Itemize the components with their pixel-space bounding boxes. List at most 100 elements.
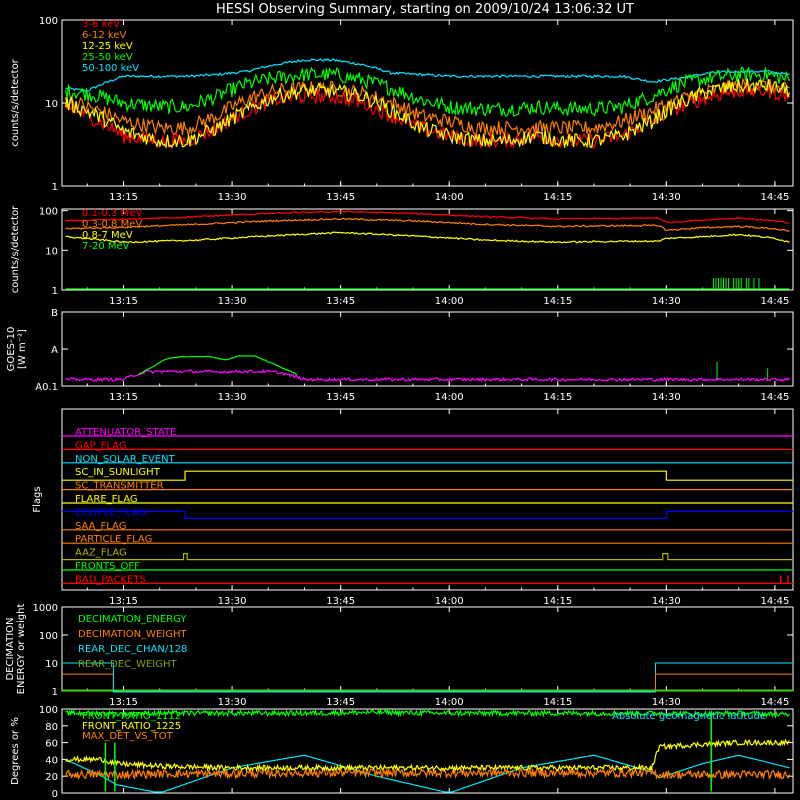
p1-xtick-label: 14:15 xyxy=(543,192,572,203)
p5-xtick-label: 14:30 xyxy=(652,697,681,708)
p4-xtick-label: 13:15 xyxy=(109,596,138,607)
panel-xray-lowenergy: 13:15 13:30 13:45 14:00 14:15 14:30 14:45 1 10 10… xyxy=(10,16,794,203)
p1-xtick-label: 13:15 xyxy=(109,192,138,203)
p4-xtick-label: 14:45 xyxy=(760,596,789,607)
p1-xtick-label: 14:45 xyxy=(760,192,789,203)
p1-ytick-label: 10 xyxy=(45,99,58,110)
p2-ytick-label: 1 xyxy=(52,286,58,297)
p2-frame xyxy=(61,208,794,291)
p2-legend-entry: 0.3-0.8 MeV xyxy=(82,219,142,230)
p4-xtick-label: 13:45 xyxy=(326,596,355,607)
p6-geolat-line xyxy=(65,754,790,793)
p2-xtick-label: 14:00 xyxy=(435,296,464,307)
p3-xtick-label: 13:30 xyxy=(218,392,247,403)
p6-maxdet-line xyxy=(65,766,790,781)
p6-ylabel: Degrees or % xyxy=(10,717,21,785)
flag-line xyxy=(62,510,793,519)
flag-label: AAZ_FLAG xyxy=(75,548,127,559)
p2-legend-entry: 0.1-0.3 MeV xyxy=(82,208,142,219)
flag-label: PARTICLE_FLAG xyxy=(75,534,152,545)
p1-xtick-label: 14:30 xyxy=(652,192,681,203)
p2-xtick-label: 14:30 xyxy=(652,296,681,307)
flag-label: ATTENUATOR_STATE xyxy=(75,427,176,438)
p5-ytick-label: 10 xyxy=(45,659,58,670)
p5-weight-line-2 xyxy=(654,673,793,691)
p4-frame xyxy=(61,408,794,591)
p2-xtick-label: 13:15 xyxy=(109,296,138,307)
p4-xtick-label: 13:30 xyxy=(218,596,247,607)
p6-ytick-label: 0 xyxy=(52,789,58,800)
p1-series-line xyxy=(65,77,790,137)
p4-ylabel: Flags xyxy=(32,486,43,512)
flag-label: SC_IN_SUNLIGHT xyxy=(75,467,161,478)
p2-ytick-label: 100 xyxy=(39,207,58,218)
panel-ratios: 0 20 40 60 80 100 Degrees or % FRONT_RATIO_1112… xyxy=(10,705,794,800)
p2-xtick-label: 14:45 xyxy=(760,296,789,307)
p2-series-line xyxy=(65,217,790,232)
p2-xtick-label: 13:45 xyxy=(326,296,355,307)
p5-xtick-label: 13:30 xyxy=(218,697,247,708)
p1-legend-entry: 50-100 keV xyxy=(82,63,139,74)
p2-ytick-label: 10 xyxy=(45,246,58,257)
p5-ytick-label: 1000 xyxy=(33,603,58,614)
p4-xtick-label: 14:00 xyxy=(435,596,464,607)
p2-ylabel: counts/s/detector xyxy=(10,205,21,293)
p6-ratio1112-line xyxy=(65,708,790,719)
p1-xtick-label: 14:00 xyxy=(435,192,464,203)
p3-xtick-label: 14:30 xyxy=(652,392,681,403)
p5-legend-entry: DECIMATION_WEIGHT xyxy=(78,629,187,640)
p2-xtick-label: 14:15 xyxy=(543,296,572,307)
panel-decimation: 13:15 13:30 13:45 14:00 14:15 14:30 14:45 1 10 10… xyxy=(5,603,794,708)
p2-legend-entry: 7-20 MeV xyxy=(82,241,130,252)
p5-xtick-label: 14:00 xyxy=(435,697,464,708)
flag-label: FRONTS_OFF xyxy=(75,561,140,572)
p1-ylabel: counts/s/detector xyxy=(10,58,21,146)
p5-legend-entry: REAR_DEC_WEIGHT xyxy=(78,659,177,670)
p5-rear-chan-line xyxy=(62,662,793,693)
p6-frame xyxy=(61,708,794,794)
flag-label: GAP_FLAG xyxy=(75,440,127,451)
p6-ytick-label: 60 xyxy=(45,739,58,750)
p1-legend-entry: 3-6 keV xyxy=(82,19,120,30)
p6-ytick-label: 100 xyxy=(39,705,58,716)
p5-ytick-label: 1 xyxy=(52,687,58,698)
p4-xtick-label: 14:30 xyxy=(652,596,681,607)
p5-ylabel-line1: DECIMATION xyxy=(5,617,16,680)
p6-legend-entry: MAX_DET_VS_TOT xyxy=(82,731,174,742)
p3-ylabel-units: [W m⁻²] xyxy=(17,329,28,369)
p1-xtick-label: 13:45 xyxy=(326,192,355,203)
p5-legend-entry: REAR_DEC_CHAN/128 xyxy=(78,644,187,655)
p5-xtick-label: 13:45 xyxy=(326,697,355,708)
p3-xtick-label: 13:15 xyxy=(109,392,138,403)
p2-xtick-label: 13:30 xyxy=(218,296,247,307)
flag-label: FLARE_FLAG xyxy=(75,494,138,505)
p1-series-line xyxy=(65,66,790,117)
p1-ytick-label: 1 xyxy=(52,182,58,193)
p5-ytick-label: 100 xyxy=(39,631,58,642)
p6-legend-entry: FRONT_RATIO_1112 xyxy=(82,711,181,722)
p1-series-line xyxy=(65,78,790,149)
p3-ytick-label: A0.1 xyxy=(35,382,58,393)
p6-ytick-label: 80 xyxy=(45,722,58,733)
p1-legend-entry: 6-12 keV xyxy=(82,30,126,41)
p3-ytick-label: A xyxy=(51,345,58,356)
p1-legend-entry: 25-50 keV xyxy=(82,52,133,63)
p6-legend-entry: FRONT_RATIO_1225 xyxy=(82,721,181,732)
p6-ytick-label: 20 xyxy=(45,772,58,783)
panel-flags: 13:15 13:30 13:45 14:00 14:15 14:30 14:45 Flags… xyxy=(32,408,794,607)
p2-legend-entry: 0.8-7 MeV xyxy=(82,230,133,241)
p3-xtick-label: 13:45 xyxy=(326,392,355,403)
p6-ytick-label: 40 xyxy=(45,755,58,766)
flag-line xyxy=(62,470,793,481)
p2-series-line xyxy=(65,231,790,244)
p3-ylabel: GOES-10 xyxy=(6,327,17,372)
panels: 13:15 13:30 13:45 14:00 14:15 14:30 14:4511010… xyxy=(5,16,794,800)
panel-goes: 13:15 13:30 13:45 14:00 14:15 14:30 14:45 A0.1 A… xyxy=(6,308,794,403)
p1-series-line xyxy=(65,57,790,93)
flag-label: SAA_FLAG xyxy=(75,521,126,532)
p3-goes-long-line xyxy=(137,354,298,376)
flag-label: SC_TRANSMITTER xyxy=(75,481,164,492)
p1-xtick-label: 13:30 xyxy=(218,192,247,203)
